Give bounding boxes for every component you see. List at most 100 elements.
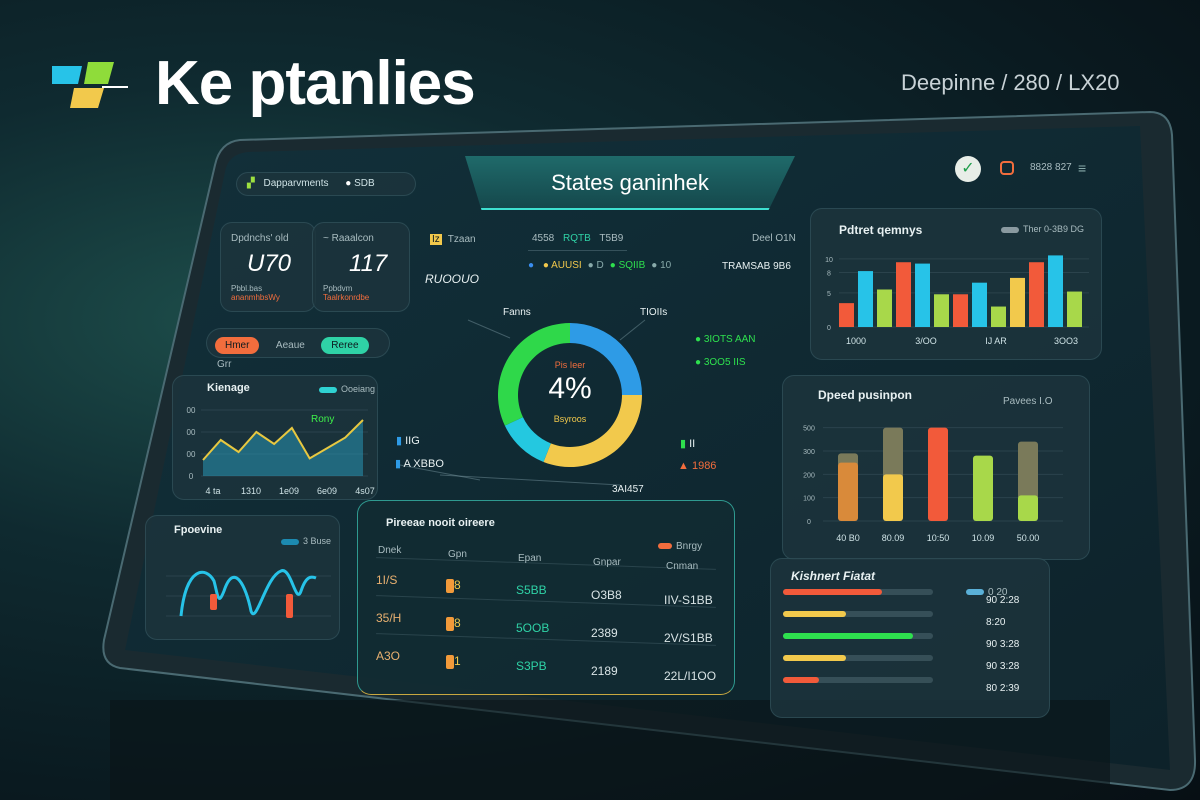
bar bbox=[1010, 277, 1025, 327]
legend-label: Ooeiang bbox=[341, 384, 376, 394]
kpi-value: U70 bbox=[247, 250, 292, 277]
table-cell: IIV-S1BB bbox=[664, 593, 713, 607]
column-header[interactable]: Cnman bbox=[666, 561, 699, 572]
table-cell: 35/H bbox=[376, 611, 402, 625]
table-cell: A3O bbox=[376, 649, 401, 663]
tab-hmer[interactable]: Hmer bbox=[215, 337, 260, 354]
x-tick: 1310 bbox=[241, 486, 261, 496]
annotation: ▮ II bbox=[680, 438, 696, 450]
donut-label: TIOIIs bbox=[640, 307, 668, 318]
bar-chart-card: Pdtret qemnys Ther 0-3B9 DG 0 5 8 10 1000 3/O… bbox=[810, 208, 1102, 360]
column-header[interactable]: Epan bbox=[518, 553, 542, 564]
legend-item: 4558 bbox=[532, 233, 555, 244]
bar bbox=[915, 263, 930, 327]
wave-marker bbox=[210, 594, 217, 610]
stack-chart-plot: 0 100 200 300 500 40 B0 80.09 10:50 10.09 50.00 bbox=[803, 426, 1063, 543]
leader-line bbox=[619, 319, 646, 341]
kpi-sub: Ppbdvm bbox=[323, 284, 353, 293]
progress-fill bbox=[783, 589, 882, 595]
legend-label: 0 20 bbox=[988, 587, 1008, 598]
y-tick: 300 bbox=[803, 449, 815, 456]
bar bbox=[883, 474, 903, 521]
table-cell: O3B8 bbox=[591, 588, 622, 602]
center-left-text: Tzaan bbox=[447, 234, 476, 245]
legend-label: 3 Buse bbox=[303, 536, 332, 546]
table-cell: 8 bbox=[446, 616, 461, 631]
badge-icon: Iz bbox=[430, 234, 442, 245]
annotation-text: IIG bbox=[405, 435, 420, 447]
filter-tabs: Hmer Aeaue Reree Grr bbox=[206, 328, 390, 370]
menu-icon[interactable]: ≡ bbox=[1078, 160, 1087, 176]
table-cell: S3PB bbox=[516, 659, 547, 673]
table-cell: 1I/S bbox=[376, 573, 398, 587]
annotation: ● 3OO5 IIS bbox=[695, 357, 746, 368]
x-tick: 4s07 bbox=[355, 486, 375, 496]
donut-slice bbox=[543, 395, 642, 467]
legend-dot: ● AUUSI bbox=[542, 260, 582, 271]
dashboard-title: States ganinhek bbox=[551, 170, 709, 195]
progress-title: Kishnert Fiatat bbox=[791, 569, 876, 583]
column-header[interactable]: Dnek bbox=[378, 545, 402, 556]
progress-card: Kishnert Fiatat 0 20 90 2:28 8:20 90 3:28 9… bbox=[770, 558, 1050, 718]
y-tick: 500 bbox=[803, 426, 815, 433]
bar bbox=[896, 262, 911, 327]
tab-reree[interactable]: Reree bbox=[321, 337, 369, 354]
legend-top: 4558 RQTB T5B9 bbox=[528, 233, 628, 251]
table-legend: Bnrgy bbox=[658, 541, 702, 552]
y-tick: 0 bbox=[189, 472, 194, 481]
y-tick: 00 bbox=[187, 428, 196, 437]
legend-dot: ● D bbox=[587, 260, 604, 271]
progress-fill bbox=[783, 611, 846, 617]
breadcrumb-item[interactable]: 280 bbox=[1013, 70, 1051, 95]
bar-chart-legend: Ther 0-3B9 DG bbox=[1001, 224, 1084, 234]
breadcrumb-item[interactable]: Deepinne bbox=[901, 70, 996, 95]
bar-chart-plot: 0 5 8 10 1000 3/OO IJ AR 3OO3 bbox=[825, 255, 1089, 346]
wave-chart-plot bbox=[166, 569, 331, 618]
center-left-value: RUOOUO bbox=[425, 272, 479, 286]
legend-dot-label: AUUSI bbox=[551, 260, 582, 271]
bar bbox=[1018, 495, 1038, 521]
bar bbox=[838, 462, 858, 521]
donut-center-top: Pis Ieer bbox=[554, 360, 586, 370]
area-chart-legend: Ooeiang bbox=[319, 384, 375, 394]
donut-label: ▮ A XBBO bbox=[395, 458, 444, 470]
app-header-pill[interactable]: ▞ Dapparvments ● SDB bbox=[236, 172, 416, 196]
legend-dot-label: SQIIB bbox=[618, 260, 646, 271]
breadcrumb-item[interactable]: LX20 bbox=[1068, 70, 1120, 95]
column-header[interactable]: Gnpar bbox=[593, 557, 621, 568]
progress-fill bbox=[783, 655, 846, 661]
legend-label: Bnrgy bbox=[676, 541, 703, 552]
donut-center-value: 4% bbox=[548, 372, 592, 405]
kpi-label: Dpdnchs' old bbox=[231, 233, 289, 244]
column-header[interactable]: Gpn bbox=[448, 549, 467, 560]
annotation-text: II bbox=[689, 438, 696, 450]
table-title: Pireeae nooit oireere bbox=[386, 517, 495, 529]
tab-aeaue[interactable]: Aeaue bbox=[275, 340, 305, 351]
table-cell: 1 bbox=[446, 654, 461, 669]
x-tick: 50.00 bbox=[1017, 533, 1040, 543]
wave-chart-title: Fpoevine bbox=[174, 524, 223, 536]
progress-legend: 0 20 bbox=[966, 587, 1007, 598]
brand-title: Ke ptanlies bbox=[155, 49, 476, 118]
donut-slice bbox=[504, 417, 551, 462]
y-tick: 0 bbox=[807, 519, 811, 526]
user-avatar[interactable]: ✓ bbox=[955, 156, 981, 182]
user-text: 8828 827 bbox=[1030, 162, 1072, 173]
bar bbox=[953, 294, 968, 327]
kpi-card: Dpdnchs' old U70 Pbbl.bas ananmhbsWy bbox=[220, 222, 316, 312]
breadcrumb: Deepinne/280/LX20 bbox=[901, 70, 1120, 95]
bar bbox=[1048, 255, 1063, 327]
progress-track bbox=[783, 677, 933, 683]
x-tick: 6e09 bbox=[317, 486, 337, 496]
legend-item: RQTB bbox=[563, 233, 591, 244]
tab-grr[interactable]: Grr bbox=[217, 359, 232, 370]
bar bbox=[973, 455, 993, 521]
x-tick: 1e09 bbox=[279, 486, 299, 496]
progress-fill bbox=[783, 633, 913, 639]
x-tick: 40 B0 bbox=[836, 533, 860, 543]
y-tick: 8 bbox=[827, 270, 831, 277]
chat-icon[interactable] bbox=[1000, 161, 1014, 175]
donut-label-text: A XBBO bbox=[403, 458, 444, 470]
table-cell: 5OOB bbox=[516, 621, 550, 635]
